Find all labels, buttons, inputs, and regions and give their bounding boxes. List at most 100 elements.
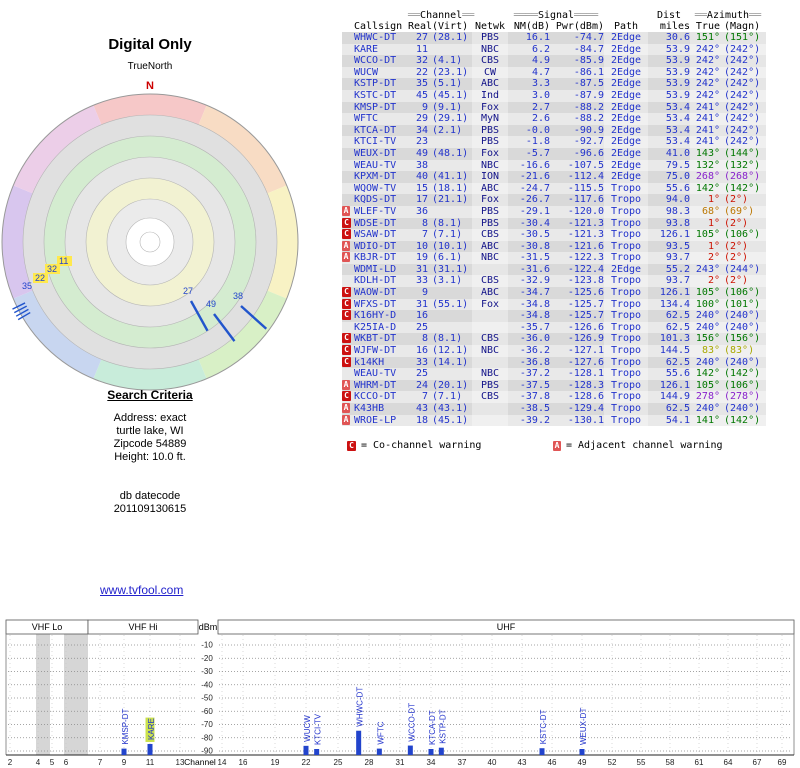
power-dbm: -122.4: [567, 263, 604, 275]
warning-cell: C: [342, 345, 354, 357]
station-bar: [376, 748, 382, 755]
table-row[interactable]: C WSAW-DT 7 (7.1) CBS -30.5 -121.3 Tropo 126.1 10…: [342, 229, 766, 241]
noise-margin-db: -29.1: [519, 205, 550, 217]
table-row[interactable]: C WAOW-DT 9 ABC -34.7 -125.6 Tropo 126.1 105° (10…: [342, 287, 766, 299]
power-dbm: -130.1: [567, 414, 604, 426]
table-row[interactable]: WUCW 22 (23.1) CW 4.7 -86.1 2Edge 53.9 242° (242°…: [342, 66, 766, 79]
network: CBS: [472, 391, 508, 403]
azimuth-magnetic: (156°): [720, 333, 766, 346]
table-row[interactable]: WEAU-TV 25 NBC -37.2 -128.1 Tropo 55.6 142° (142…: [342, 368, 766, 380]
virtual-channel: (2.1): [432, 124, 463, 136]
spectrum-gray-band: [64, 634, 88, 755]
table-row[interactable]: A WDIO-DT 10 (10.1) ABC -30.8 -121.6 Tropo 93.5 1…: [342, 240, 766, 253]
table-row[interactable]: KARE 11 NBC 6.2 -84.7 2Edge 53.9 242° (242°): [342, 43, 766, 56]
virtual-channel: (7.1): [432, 391, 463, 403]
network: CW: [472, 66, 508, 79]
virtual-channel: (48.1): [432, 147, 469, 159]
table-row[interactable]: A WHRM-DT 24 (20.1) PBS -37.5 -128.3 Tropo 126.1…: [342, 379, 766, 392]
noise-margin-db: -35.7: [519, 321, 550, 333]
azimuth-true: 268°: [690, 171, 720, 183]
legend-adjacent-channel: A = Adjacent channel warning: [553, 440, 723, 451]
callsign: WSAW-DT: [354, 229, 397, 241]
table-row[interactable]: C WKBT-DT 8 (8.1) CBS -36.0 -126.9 Tropo 101.3 15…: [342, 333, 766, 346]
callsign: KCCO-DT: [354, 391, 397, 403]
network: PBS: [472, 136, 508, 148]
table-row[interactable]: A K43HB 43 (43.1) -38.5 -129.4 Tropo 62.5 240° (2…: [342, 403, 766, 415]
station-bar: [438, 747, 444, 755]
table-row[interactable]: C WJFW-DT 16 (12.1) NBC -36.2 -127.1 Tropo 144.5…: [342, 345, 766, 357]
callsign: KPXM-DT: [354, 171, 397, 183]
channel-tick-label: 46: [548, 758, 557, 767]
station-bar: [539, 748, 545, 755]
signal-path: 2Edge: [604, 66, 648, 79]
channel-tick-label: 2: [8, 758, 13, 767]
table-row[interactable]: WCCO-DT 32 (4.1) CBS 4.9 -85.9 2Edge 53.9 242° (2…: [342, 55, 766, 67]
network: CBS: [472, 55, 508, 67]
table-row[interactable]: K25IA-D 25 -35.7 -126.6 Tropo 62.5 240° (240°): [342, 321, 766, 334]
noise-margin-db: -37.8: [519, 391, 550, 403]
table-row[interactable]: WEUX-DT 49 (48.1) Fox -5.7 -96.6 2Edge 41.0 143°…: [342, 147, 766, 160]
callsign: KDLH-DT: [354, 275, 397, 287]
noise-margin-db: -36.0: [519, 333, 550, 345]
network: [472, 414, 508, 427]
noise-margin-db: -32.9: [519, 275, 550, 287]
real-channel: 34: [415, 124, 428, 136]
distance-miles: 134.4: [659, 298, 690, 310]
table-row[interactable]: A KBJR-DT 19 (6.1) NBC -31.5 -122.3 Tropo 93.7 2°…: [342, 252, 766, 264]
table-row[interactable]: WHWC-DT 27 (28.1) PBS 16.1 -74.7 2Edge 30.6 151°…: [342, 32, 766, 44]
azimuth-magnetic: (242°): [720, 136, 766, 148]
tvfool-link[interactable]: www.tvfool.com: [100, 583, 184, 597]
azimuth-true: 2°: [690, 275, 720, 288]
table-row[interactable]: WDMI-LD 31 (31.1) -31.6 -122.4 2Edge 55.2 243°(…: [342, 263, 766, 276]
power-dbm: -121.6: [567, 240, 604, 252]
noise-margin-db: -34.8: [519, 298, 550, 310]
noise-margin-db: -37.5: [519, 379, 550, 391]
co-channel-warning-icon: C: [342, 229, 351, 240]
table-row[interactable]: WFTC 29 (29.1) MyN 2.6 -88.2 2Edge 53.4 241° (242…: [342, 113, 766, 125]
azimuth-true: 242°: [690, 78, 720, 90]
table-row[interactable]: KSTP-DT 35 (5.1) ABC 3.3 -87.5 2Edge 53.9 242° (2…: [342, 78, 766, 90]
distance-miles: 55.2: [665, 263, 690, 275]
table-row[interactable]: KPXM-DT 40 (41.1) ION -21.6 -112.4 2Edge 75.0 26…: [342, 171, 766, 183]
azimuth-magnetic: (2°): [720, 194, 766, 206]
table-row[interactable]: C WDSE-DT 8 (8.1) PBS -30.4 -121.3 Tropo 93.8 1°(…: [342, 217, 766, 230]
callsign: WLEF-TV: [354, 205, 397, 217]
dbm-tick-label: -60: [201, 707, 213, 716]
table-row[interactable]: KQDS-DT 17 (21.1) Fox -26.7 -117.6 Tropo 94.0 1°…: [342, 194, 766, 206]
table-row[interactable]: C K16HY-D 16 -34.8 -125.7 Tropo 62.5 240° (240°): [342, 310, 766, 322]
azimuth-magnetic: (278°): [720, 391, 766, 403]
warning-cell: [342, 171, 354, 183]
table-row[interactable]: C WFXS-DT 31 (55.1) Fox -34.8 -125.7 Tropo 134.4…: [342, 298, 766, 311]
warning-cell: [342, 102, 354, 114]
table-row[interactable]: KMSP-DT 9 (9.1) Fox 2.7 -88.2 2Edge 53.4 241° (24…: [342, 101, 766, 114]
table-row[interactable]: KSTC-DT 45 (45.1) Ind 3.0 -87.9 2Edge 53.9 242°(…: [342, 89, 766, 102]
network: [472, 356, 508, 369]
network: NBC: [472, 159, 508, 172]
signal-path: Tropo: [604, 194, 648, 206]
co-channel-warning-icon: C: [342, 298, 351, 309]
table-row[interactable]: A WROE-LP 18 (45.1) -39.2 -130.1 Tropo 54.1 141°…: [342, 414, 766, 427]
power-dbm: -85.9: [573, 55, 604, 67]
table-row[interactable]: KDLH-DT 33 (3.1) CBS -32.9 -123.8 Tropo 93.7 2°(…: [342, 275, 766, 288]
noise-margin-db: -30.8: [519, 240, 550, 252]
real-channel: 19: [415, 252, 428, 264]
table-row[interactable]: KTCA-DT 34 (2.1) PBS -0.0 -90.9 2Edge 53.4 241°(…: [342, 124, 766, 137]
callsign: WROE-LP: [354, 414, 397, 426]
table-row[interactable]: WEAU-TV 38 NBC -16.6 -107.5 2Edge 79.5 132° (132…: [342, 159, 766, 172]
adjacent-channel-warning-icon: A: [342, 379, 350, 390]
azimuth-true: 243°: [690, 263, 720, 276]
table-row[interactable]: WQOW-TV 15 (18.1) ABC -24.7 -115.5 Tropo 55.6 14…: [342, 182, 766, 195]
table-header-row: Callsign Real (Virt) Netwk NM(dB) Pwr(dBm) Pat…: [342, 21, 766, 32]
radar-bearing-tick: [13, 305, 28, 314]
callsign: KMSP-DT: [354, 101, 397, 113]
azimuth-true: 1°: [690, 240, 720, 253]
network: PBS: [472, 379, 508, 392]
callsign: KARE: [354, 43, 379, 55]
table-row[interactable]: A WLEF-TV 36 PBS -29.1 -120.0 Tropo 98.3 68° (69°…: [342, 205, 766, 218]
table-row[interactable]: KTCI-TV 23 PBS -1.8 -92.7 2Edge 53.4 241° (242°): [342, 136, 766, 148]
table-header-miles: miles: [659, 21, 690, 32]
table-row[interactable]: C KCCO-DT 7 (7.1) CBS -37.8 -128.6 Tropo 144.9 27…: [342, 391, 766, 403]
azimuth-true: 241°: [690, 136, 720, 148]
noise-margin-db: 2.7: [531, 101, 550, 113]
